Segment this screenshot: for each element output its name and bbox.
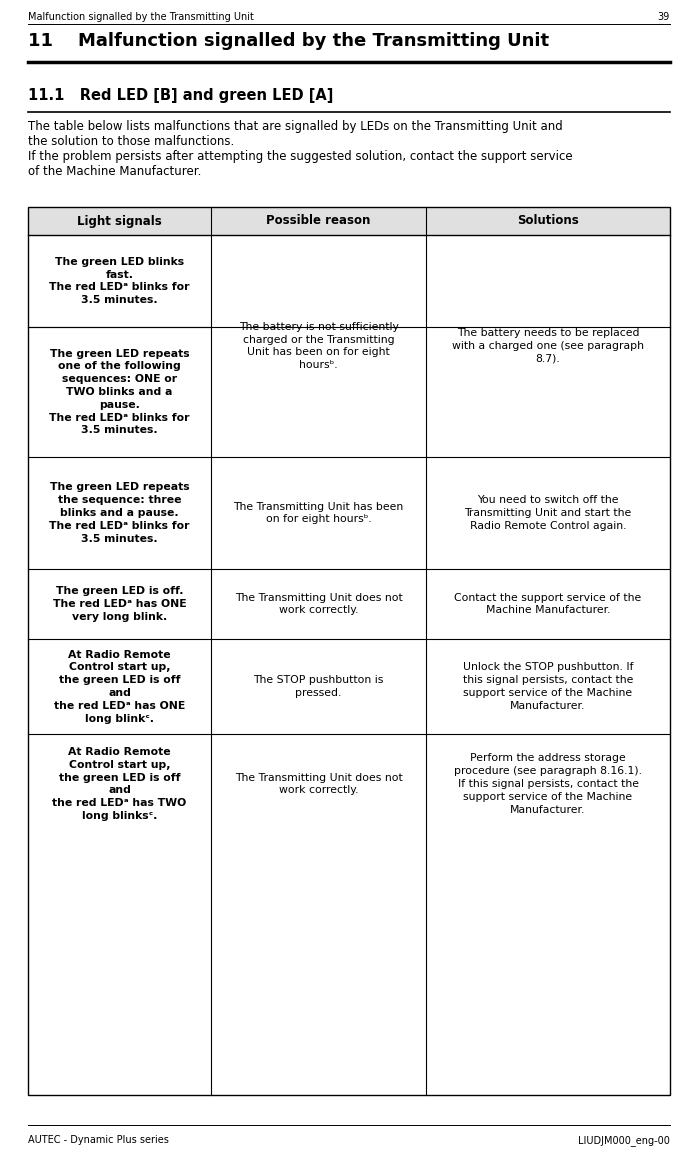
Text: The green LED repeats
the sequence: three
blinks and a pause.
The red LEDᵃ blink: The green LED repeats the sequence: thre… <box>50 482 190 544</box>
Text: At Radio Remote
Control start up,
the green LED is off
and
the red LEDᵃ has TWO
: At Radio Remote Control start up, the gr… <box>52 747 186 822</box>
Text: AUTEC - Dynamic Plus series: AUTEC - Dynamic Plus series <box>28 1135 169 1145</box>
Text: The battery is not sufficiently
charged or the Transmitting
Unit has been on for: The battery is not sufficiently charged … <box>239 322 399 370</box>
Text: The green LED repeats
one of the following
sequences: ONE or
TWO blinks and a
pa: The green LED repeats one of the followi… <box>50 349 190 435</box>
Text: 39: 39 <box>658 12 670 22</box>
Text: Light signals: Light signals <box>77 215 162 228</box>
Text: the solution to those malfunctions.: the solution to those malfunctions. <box>28 135 235 148</box>
Text: You need to switch off the
Transmitting Unit and start the
Radio Remote Control : You need to switch off the Transmitting … <box>464 495 632 531</box>
Text: The table below lists malfunctions that are signalled by LEDs on the Transmittin: The table below lists malfunctions that … <box>28 120 563 133</box>
Text: The green LED blinks
fast.
The red LEDᵃ blinks for
3.5 minutes.: The green LED blinks fast. The red LEDᵃ … <box>50 257 190 306</box>
Text: LIUDJM000_eng-00: LIUDJM000_eng-00 <box>578 1135 670 1146</box>
Text: of the Machine Manufacturer.: of the Machine Manufacturer. <box>28 165 202 179</box>
Text: 11.1   Red LED [B] and green LED [A]: 11.1 Red LED [B] and green LED [A] <box>28 88 334 103</box>
Text: The battery needs to be replaced
with a charged one (see paragraph
8.7).: The battery needs to be replaced with a … <box>452 328 644 364</box>
Text: Possible reason: Possible reason <box>267 215 371 228</box>
Bar <box>28 207 670 1095</box>
Text: The Transmitting Unit does not
work correctly.: The Transmitting Unit does not work corr… <box>235 773 402 796</box>
Text: Perform the address storage
procedure (see paragraph 8.16.1).
If this signal per: Perform the address storage procedure (s… <box>454 754 642 815</box>
Text: The STOP pushbutton is
pressed.: The STOP pushbutton is pressed. <box>253 675 384 698</box>
Text: Solutions: Solutions <box>517 215 579 228</box>
Text: The green LED is off.
The red LEDᵃ has ONE
very long blink.: The green LED is off. The red LEDᵃ has O… <box>52 586 186 622</box>
Text: Unlock the STOP pushbutton. If
this signal persists, contact the
support service: Unlock the STOP pushbutton. If this sign… <box>463 663 633 711</box>
Text: 11    Malfunction signalled by the Transmitting Unit: 11 Malfunction signalled by the Transmit… <box>28 32 549 50</box>
Text: Contact the support service of the
Machine Manufacturer.: Contact the support service of the Machi… <box>454 593 641 615</box>
Text: Malfunction signalled by the Transmitting Unit: Malfunction signalled by the Transmittin… <box>28 12 254 22</box>
Text: If the problem persists after attempting the suggested solution, contact the sup: If the problem persists after attempting… <box>28 151 572 163</box>
Text: At Radio Remote
Control start up,
the green LED is off
and
the red LEDᵃ has ONE
: At Radio Remote Control start up, the gr… <box>54 650 185 724</box>
Bar <box>28 207 670 235</box>
Text: The Transmitting Unit does not
work correctly.: The Transmitting Unit does not work corr… <box>235 593 402 615</box>
Text: The Transmitting Unit has been
on for eight hoursᵇ.: The Transmitting Unit has been on for ei… <box>233 502 403 524</box>
